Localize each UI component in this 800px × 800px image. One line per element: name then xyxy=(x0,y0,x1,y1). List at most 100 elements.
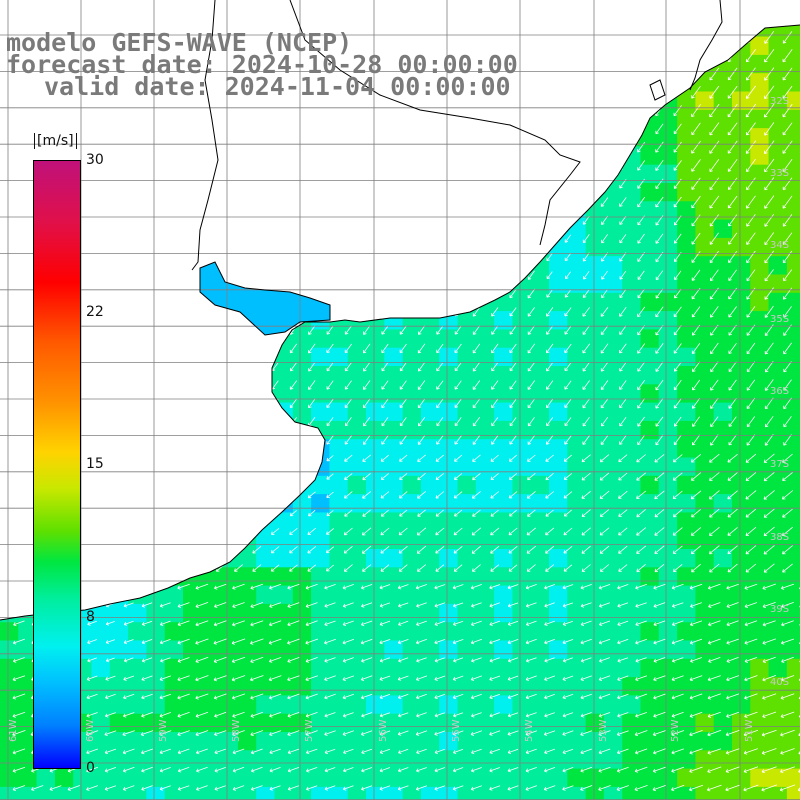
wind-speed-cell xyxy=(146,640,166,660)
wind-speed-cell xyxy=(622,549,642,568)
wind-speed-cell xyxy=(475,786,495,800)
wind-speed-cell xyxy=(677,713,696,733)
wind-speed-cell xyxy=(292,695,312,715)
wind-speed-cell xyxy=(475,512,495,532)
wind-arrow xyxy=(344,325,352,335)
wind-speed-cell xyxy=(567,695,587,715)
wind-arrow xyxy=(746,434,756,446)
wind-speed-cell xyxy=(402,512,422,532)
wind-speed-cell xyxy=(329,347,349,367)
wind-arrow xyxy=(655,398,664,409)
wind-speed-cell xyxy=(750,658,770,678)
wind-speed-cell xyxy=(530,567,550,587)
wind-speed-cell xyxy=(677,475,696,495)
wind-arrow xyxy=(563,454,572,462)
wind-speed-cell xyxy=(329,585,349,605)
wind-speed-cell xyxy=(658,384,678,404)
wind-speed-cell xyxy=(658,201,678,221)
wind-speed-cell xyxy=(457,512,477,532)
wind-speed-cell xyxy=(750,603,770,623)
wind-speed-cell xyxy=(274,549,294,568)
wind-speed-cell xyxy=(292,384,312,404)
wind-speed-cell xyxy=(658,146,678,166)
wind-speed-cell xyxy=(603,658,623,678)
wind-arrow xyxy=(436,325,444,335)
wind-arrow xyxy=(564,289,572,298)
wind-speed-cell xyxy=(585,347,605,367)
wind-speed-cell xyxy=(603,366,623,385)
wind-arrow xyxy=(363,398,371,409)
wind-speed-cell xyxy=(256,677,276,696)
wind-speed-cell xyxy=(384,732,404,751)
wind-arrow xyxy=(782,122,793,136)
wind-speed-cell xyxy=(237,622,257,642)
wind-speed-cell xyxy=(329,786,349,800)
wind-arrow xyxy=(655,233,664,244)
wind-arrow xyxy=(746,85,756,99)
wind-speed-cell xyxy=(640,549,660,568)
wind-speed-cell xyxy=(457,567,477,587)
wind-speed-cell xyxy=(695,750,715,770)
wind-speed-cell xyxy=(347,567,367,587)
wind-arrow xyxy=(619,325,627,335)
wind-speed-cell xyxy=(384,768,404,788)
wind-speed-cell xyxy=(786,713,800,733)
wind-speed-cell xyxy=(457,786,477,800)
wind-speed-cell xyxy=(658,128,678,147)
wind-speed-cell xyxy=(713,237,733,257)
wind-arrow xyxy=(454,343,462,354)
wind-speed-cell xyxy=(274,567,294,587)
wind-speed-cell xyxy=(750,292,770,312)
wind-speed-cell xyxy=(640,732,660,751)
wind-arrow xyxy=(601,416,609,427)
wind-speed-cell xyxy=(292,366,312,385)
wind-speed-cell xyxy=(768,183,788,202)
wind-arrow xyxy=(472,343,481,354)
wind-speed-cell xyxy=(292,567,312,587)
wind-speed-cell xyxy=(475,677,495,696)
wind-speed-cell xyxy=(512,384,532,404)
wind-arrow xyxy=(782,140,793,154)
wind-speed-cell xyxy=(786,640,800,660)
wind-speed-cell xyxy=(512,292,532,312)
wind-speed-cell xyxy=(494,713,513,733)
wind-speed-cell xyxy=(274,786,294,800)
wind-speed-cell xyxy=(18,658,38,678)
wind-speed-cell xyxy=(622,677,642,696)
wind-arrow xyxy=(399,343,407,354)
wind-speed-cell xyxy=(128,732,147,751)
wind-speed-cell xyxy=(768,768,788,788)
wind-speed-cell xyxy=(677,585,696,605)
wind-speed-cell xyxy=(786,274,800,294)
wind-speed-cell xyxy=(366,640,385,660)
wind-speed-cell xyxy=(256,732,276,751)
wind-speed-cell xyxy=(786,146,800,166)
wind-speed-cell xyxy=(585,622,605,642)
wind-speed-cell xyxy=(768,585,788,605)
wind-speed-cell xyxy=(750,750,770,770)
wind-speed-cell xyxy=(750,768,770,788)
wind-speed-cell xyxy=(549,567,568,587)
wind-arrow xyxy=(637,306,646,318)
wind-speed-cell xyxy=(567,347,587,367)
wind-arrow xyxy=(674,361,682,372)
wind-speed-cell xyxy=(786,402,800,422)
wind-speed-cell xyxy=(640,347,660,367)
wind-speed-cell xyxy=(457,402,477,422)
wind-speed-cell xyxy=(439,549,459,568)
wind-speed-cell xyxy=(603,475,623,495)
wind-speed-cell xyxy=(164,786,184,800)
wind-speed-cell xyxy=(402,695,422,715)
wind-speed-cell xyxy=(292,603,312,623)
wind-speed-cell xyxy=(585,750,605,770)
wind-speed-cell xyxy=(768,366,788,385)
wind-arrow xyxy=(582,252,590,262)
wind-speed-cell xyxy=(585,640,605,660)
wind-arrow xyxy=(472,362,481,372)
wind-speed-cell xyxy=(329,640,349,660)
wind-speed-cell xyxy=(183,603,202,623)
wind-speed-cell xyxy=(219,768,239,788)
wind-speed-cell xyxy=(695,603,715,623)
wind-speed-cell xyxy=(0,713,19,733)
wind-speed-cell xyxy=(585,237,605,257)
